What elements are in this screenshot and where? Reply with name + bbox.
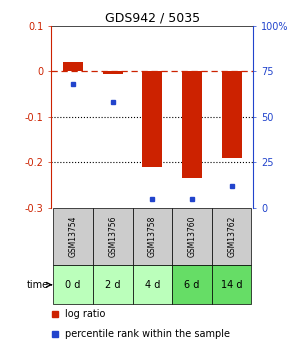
Bar [93,265,132,304]
Bar [53,265,93,304]
Text: percentile rank within the sample: percentile rank within the sample [65,328,230,338]
Bar [212,265,251,304]
Text: GSM13756: GSM13756 [108,216,117,257]
Text: GSM13758: GSM13758 [148,216,157,257]
Text: time: time [26,280,49,290]
Bar [212,208,251,265]
Text: 14 d: 14 d [221,280,242,290]
Title: GDS942 / 5035: GDS942 / 5035 [105,12,200,25]
Bar [132,265,172,304]
Text: GSM13762: GSM13762 [227,216,236,257]
Bar [103,71,123,74]
Bar [172,208,212,265]
Bar [172,265,212,304]
Text: GSM13754: GSM13754 [69,216,78,257]
Bar [132,208,172,265]
Text: 6 d: 6 d [184,280,200,290]
Bar [142,71,162,167]
Bar [222,71,241,158]
Text: GSM13760: GSM13760 [188,216,197,257]
Text: 0 d: 0 d [65,280,81,290]
Bar [93,208,132,265]
Text: 4 d: 4 d [145,280,160,290]
Bar [63,62,83,71]
Text: 2 d: 2 d [105,280,120,290]
Bar [182,71,202,178]
Text: log ratio: log ratio [65,309,106,319]
Bar [53,208,93,265]
